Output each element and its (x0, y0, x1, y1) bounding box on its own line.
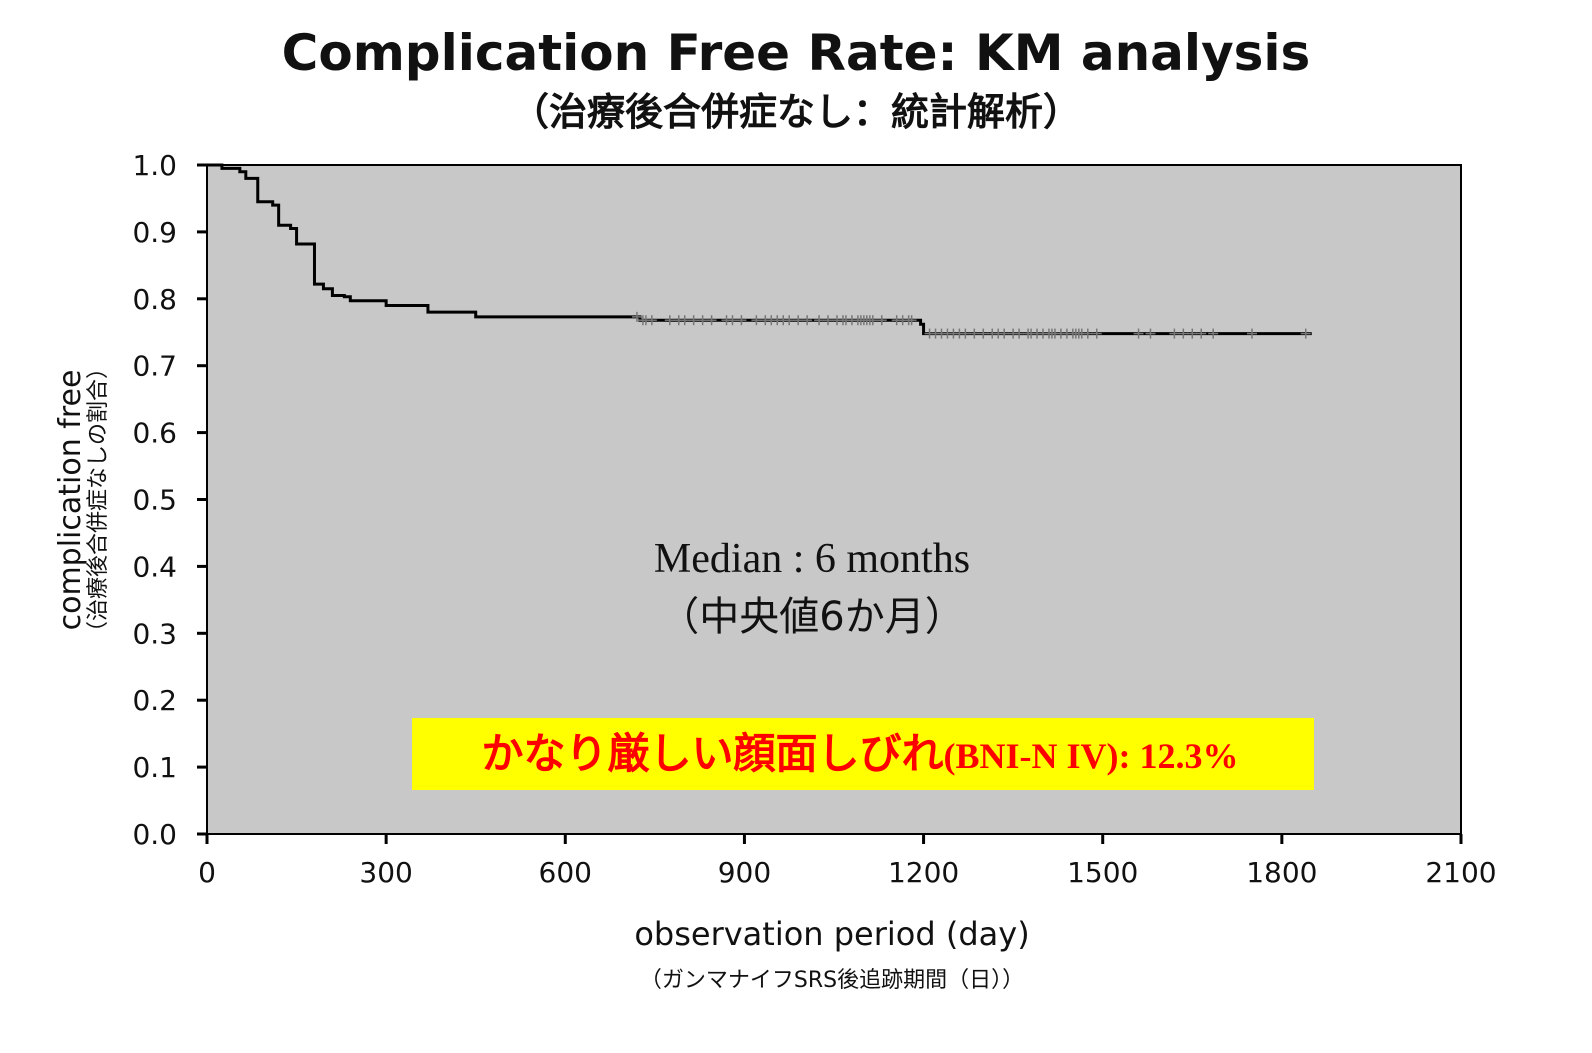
y-tick-label: 0.2 (132, 684, 177, 717)
y-tick-label: 0.9 (132, 216, 177, 249)
y-tick-label: 0.7 (132, 350, 177, 383)
censor-mark (1178, 328, 1189, 339)
censor-mark (1091, 328, 1102, 339)
x-axis: 0 300 600 900 1200 1500 1800 2100 (198, 834, 1497, 889)
censor-mark (736, 315, 747, 326)
x-axis-sublabel: （ガンマナイフSRS後追跡期間（日）） (640, 968, 1024, 993)
y-tick-label: 0.4 (132, 550, 177, 583)
censor-marks (631, 311, 1311, 339)
chart-subtitle: （治療後合併症なし：統計解析） (511, 90, 1081, 134)
censor-mark (784, 315, 795, 326)
median-label-jp: （中央値6か月） (659, 594, 964, 640)
censor-mark (1196, 328, 1207, 339)
x-tick-label: 0 (198, 856, 216, 889)
censor-mark (969, 328, 980, 339)
x-tick-label: 300 (359, 856, 412, 889)
y-tick-label: 0.0 (132, 818, 177, 851)
censor-mark (646, 315, 657, 326)
censor-mark (814, 315, 825, 326)
x-tick-label: 1800 (1246, 856, 1317, 889)
km-curve-line (207, 163, 1312, 336)
censor-mark (688, 315, 699, 326)
censor-mark (960, 328, 971, 339)
y-axis-sublabel: （治療後合併症なしの割合） (86, 357, 111, 643)
x-tick-label: 2100 (1425, 856, 1496, 889)
censor-mark (999, 328, 1010, 339)
censor-mark (664, 315, 675, 326)
y-axis: 0.0 0.1 0.2 0.3 0.4 0.5 0.6 0.7 0.8 0.9 1.0 (132, 149, 207, 851)
censor-mark (1208, 328, 1219, 339)
x-tick-label: 600 (539, 856, 592, 889)
censor-mark (706, 315, 717, 326)
censor-mark (679, 315, 690, 326)
censor-mark (1169, 328, 1180, 339)
x-tick-label: 1500 (1067, 856, 1138, 889)
median-label: Median : 6 months (654, 536, 970, 582)
y-tick-label: 1.0 (132, 149, 177, 182)
censor-mark (1247, 328, 1257, 339)
censor-mark (1133, 328, 1144, 339)
censor-mark (978, 328, 989, 339)
censor-mark (793, 315, 804, 326)
y-tick-label: 0.8 (132, 283, 177, 316)
highlight-text-jp: かなり厳しい顔面しびれ (482, 729, 944, 778)
censor-mark (802, 315, 813, 326)
x-tick-label: 900 (718, 856, 771, 889)
censor-mark (1145, 328, 1156, 339)
censor-mark (867, 315, 878, 326)
censor-mark (906, 315, 917, 326)
censor-mark (727, 315, 738, 326)
censor-mark (751, 315, 762, 326)
y-axis-label: complication free (53, 370, 88, 631)
highlight-box (412, 718, 1314, 790)
x-axis-label: observation period (day) (634, 915, 1029, 953)
censor-mark (876, 315, 887, 326)
censor-mark (1082, 328, 1093, 339)
censor-mark (697, 315, 708, 326)
censor-mark (631, 311, 642, 322)
y-tick-label: 0.5 (132, 484, 177, 517)
y-tick-label: 0.6 (132, 417, 177, 450)
highlight-text: かなり厳しい顔面しびれ(BNI-N IV): 12.3% (482, 729, 1239, 778)
censor-mark (1300, 328, 1311, 339)
chart-title: Complication Free Rate: KM analysis (282, 24, 1311, 82)
censor-mark (1187, 328, 1198, 339)
y-tick-label: 0.3 (132, 617, 177, 650)
highlight-text-en: (BNI-N IV): 12.3% (944, 736, 1239, 776)
x-tick-label: 1200 (888, 856, 959, 889)
censor-mark (823, 315, 834, 326)
y-tick-label: 0.1 (132, 751, 177, 784)
censor-mark (1014, 328, 1025, 339)
